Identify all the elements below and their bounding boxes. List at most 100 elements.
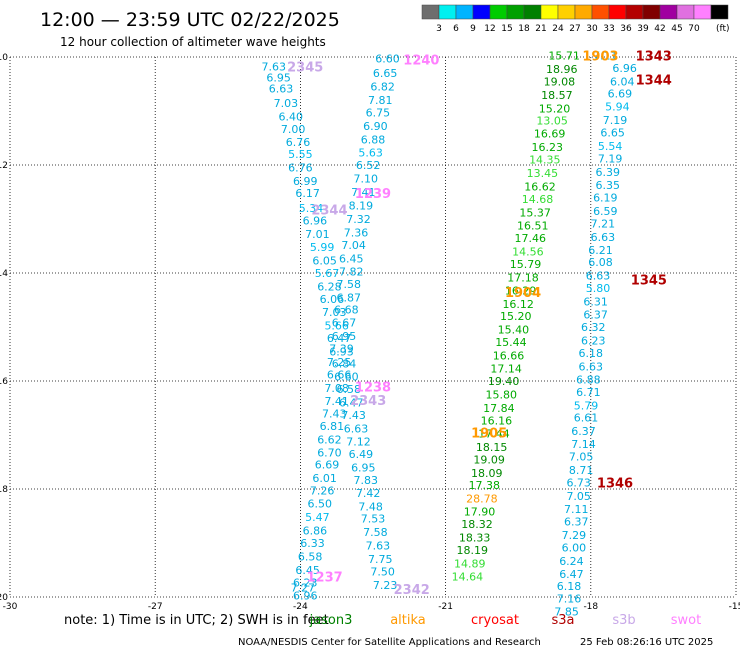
scale-tick-label: 36 [620,24,632,34]
scale-swatch [676,4,695,20]
page-subtitle: 12 hour collection of altimeter wave hei… [60,35,326,49]
track-track-green: 15.7118.9619.0818.5715.2013.0516.6916.23… [452,49,580,583]
swh-value-label: 6.68 [334,304,359,317]
pass-time-label: 1238 [355,380,391,395]
swh-value-label: 6.96 [303,215,328,228]
swh-value-label: 6.47 [339,397,364,410]
swh-value-label: 14.64 [452,570,484,583]
swh-value-label: 6.60 [334,371,359,384]
swh-value-label: 7.14 [571,438,596,451]
swh-value-label: 6.75 [366,107,391,120]
pass-time-label: 1240 [403,54,439,69]
swh-value-label: 7.85 [554,606,579,619]
scale-swatch [557,4,576,20]
swh-value-label: 6.65 [600,127,625,140]
x-tick-label: -18 [583,602,598,612]
swh-value-label: 17.90 [464,506,496,519]
pass-time-label: 1903 [582,49,618,64]
scale-swatch [489,4,508,20]
legend-swot: swot [671,613,701,628]
swh-value-label: 6.69 [608,88,633,101]
swh-value-label: 7.16 [557,593,582,606]
swh-value-label: 7.83 [353,474,378,487]
swh-value-label: 6.21 [588,244,613,257]
swh-value-label: 6.05 [312,255,337,268]
swh-value-label: 17.44 [478,427,510,440]
swh-value-label: 6.45 [339,252,364,265]
swh-value-label: 6.18 [579,347,604,360]
swh-value-label: 6.00 [562,541,587,554]
swh-value-label: 16.69 [534,128,566,141]
swh-value-label: 7.08 [324,382,349,395]
y-tick-label: -18 [0,485,8,495]
swh-value-label: 7.10 [353,173,378,186]
scale-tick-label: 9 [470,24,476,34]
swh-value-label: 5.34 [299,202,324,215]
track-track-east: 7.116.966.046.695.947.196.655.547.196.39… [554,49,637,618]
x-tick-label: -15 [729,602,740,612]
scale-swatch [574,4,593,20]
swh-value-label: 6.17 [295,187,320,200]
swh-value-label: 15.79 [510,258,542,271]
swh-value-label: 7.03 [274,97,299,110]
swh-value-label: 16.51 [517,219,549,232]
swh-value-label: 6.63 [269,82,294,95]
swh-value-label: 18.32 [461,518,493,531]
swh-value-label: 6.66 [327,369,352,382]
y-tick-label: -20 [0,593,8,603]
scale-tick-label: 15 [501,24,512,34]
swh-value-label: 8.71 [569,464,594,477]
scale-tick-label: 30 [586,24,598,34]
swh-value-label: 6.86 [303,525,328,538]
scale-tick-label: 39 [637,24,649,34]
swh-value-label: 18.15 [476,441,508,454]
pass-time-label: 2342 [394,583,430,598]
swh-value-label: 5.66 [324,319,349,332]
scale-tick-label: 18 [518,24,530,34]
swh-value-label: 17.84 [483,402,515,415]
swh-value-label: 5.99 [310,241,335,254]
swh-value-label: 5.55 [288,148,313,161]
swh-value-label: 28.78 [466,493,498,506]
swh-value-label: 6.73 [566,477,591,490]
scale-swatch [472,4,491,20]
swh-value-label: 7.43 [341,409,366,422]
scale-tick-label: 45 [671,24,682,34]
swh-value-label: 7.58 [337,278,362,291]
wave-height-tracks: 7.636.956.637.036.407.006.765.556.766.99… [262,49,637,618]
swh-value-label: 6.52 [356,159,381,172]
swh-value-label: 6.28 [317,281,342,294]
x-axis-ticks: -30 -27 -24 -21 -18 -15 [3,602,740,612]
swh-value-label: 15.80 [486,389,518,402]
swh-value-label: 6.37 [564,515,589,528]
pass-time-label: 1344 [636,74,672,89]
swh-value-label: 19.40 [488,375,520,388]
satellite-legend: jason3 altika cryosat s3a s3b swot [309,613,702,628]
y-tick-label: -16 [0,377,8,387]
swh-value-label: 7.05 [566,490,591,503]
swh-value-label: 7.03 [322,306,347,319]
scale-swatch [438,4,457,20]
scale-swatch [693,4,712,20]
swh-value-label: 7.04 [341,239,366,252]
swh-value-label: 7.41 [351,186,376,199]
swh-value-label: 5.94 [605,101,630,114]
swh-value-label: 15.44 [495,336,527,349]
swh-value-label: 16.23 [531,141,563,154]
swh-value-label: 13.45 [527,167,559,180]
swh-value-label: 18.57 [541,89,573,102]
swh-value-label: 7.41 [324,395,349,408]
scale-tick-label: 33 [603,24,614,34]
swh-value-label: 7.63 [262,61,287,74]
track-track-w2: 6.606.656.827.816.756.906.885.636.527.10… [291,53,400,603]
swh-value-label: 7.01 [305,228,330,241]
swh-value-label: 6.95 [351,461,376,474]
pass-time-label: 1237 [307,570,343,585]
swh-value-label: 6.59 [593,205,618,218]
track-track-w1: 7.636.956.637.036.407.006.765.556.766.99… [262,61,398,592]
swh-value-label: 7.36 [344,227,369,240]
scale-tick-label: 70 [688,24,700,34]
swh-value-label: 7.48 [358,500,383,513]
swh-value-label: 14.68 [522,193,554,206]
